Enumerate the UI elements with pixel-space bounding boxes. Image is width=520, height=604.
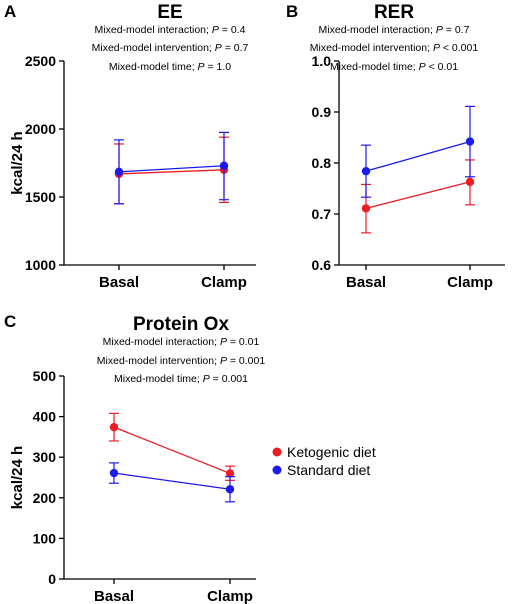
series-line	[113, 472, 231, 490]
x-tick-label: Basal	[94, 588, 134, 604]
legend-marker	[272, 447, 282, 457]
data-point	[361, 204, 371, 213]
y-tick-label: 300	[33, 449, 57, 465]
series-line	[118, 169, 225, 175]
x-tick-label: Clamp	[207, 588, 253, 604]
y-tick-label: 2000	[25, 121, 56, 137]
y-tick-label: 1.0	[312, 53, 332, 69]
data-point	[114, 167, 124, 177]
stat-line: Mixed-model intervention; P = 0.7	[92, 42, 249, 54]
data-point	[219, 161, 229, 170]
stat-line: Mixed-model intervention; P < 0.001	[310, 42, 479, 54]
series-line	[113, 426, 231, 475]
legend: Ketogenic diet Standard diet	[272, 444, 376, 478]
chart-title: Protein Ox	[133, 314, 230, 335]
y-tick-label: 400	[33, 409, 57, 425]
x-tick-label: Basal	[346, 274, 386, 291]
series-ketogenic-diet	[361, 159, 475, 234]
chart-title: EE	[157, 2, 182, 23]
series-ketogenic-diet	[109, 412, 235, 481]
series-standard-diet	[114, 131, 229, 205]
series-line	[118, 165, 225, 173]
panel-letter: A	[4, 2, 16, 21]
y-tick-label: 0	[48, 571, 56, 587]
stat-line: Mixed-model time; P < 0.01	[330, 61, 458, 73]
y-tick-label: 500	[33, 368, 57, 384]
series-standard-diet	[361, 105, 475, 198]
stat-line: Mixed-model interaction; P = 0.7	[319, 24, 470, 36]
y-axis-label: kcal/24 h	[9, 446, 26, 509]
x-tick-label: Clamp	[201, 274, 247, 291]
series-line	[365, 181, 471, 210]
y-tick-label: 0.8	[312, 155, 332, 171]
legend-marker	[272, 465, 282, 475]
data-point	[361, 166, 371, 176]
y-tick-label: 0.6	[312, 257, 332, 273]
stat-line: Mixed-model interaction; P = 0.01	[103, 336, 260, 348]
y-tick-label: 1000	[25, 257, 56, 273]
data-point	[109, 468, 119, 478]
x-tick-label: Basal	[99, 274, 139, 291]
stat-line: Mixed-model time; P = 0.001	[114, 373, 248, 385]
stat-line: Mixed-model time; P = 1.0	[109, 61, 231, 73]
x-tick-label: Clamp	[447, 274, 493, 291]
legend-label: Ketogenic diet	[287, 444, 376, 460]
data-point	[225, 469, 235, 478]
series-standard-diet	[109, 462, 235, 503]
y-tick-label: 2500	[25, 53, 56, 69]
data-point	[225, 485, 235, 494]
data-point	[465, 137, 475, 146]
chart-title: RER	[374, 2, 414, 23]
data-point	[109, 422, 119, 432]
legend-label: Standard diet	[287, 462, 370, 478]
stat-line: Mixed-model intervention; P = 0.001	[97, 355, 266, 367]
y-tick-label: 100	[33, 530, 57, 546]
y-tick-label: 1500	[25, 189, 56, 205]
y-axis-label: kcal/24 h	[9, 131, 26, 194]
series-line	[365, 140, 471, 172]
panel-letter: B	[286, 2, 298, 21]
y-tick-label: 200	[33, 490, 57, 506]
panel-letter: C	[4, 312, 16, 331]
y-tick-label: 0.9	[312, 104, 332, 120]
data-point	[465, 177, 475, 187]
y-tick-label: 0.7	[312, 206, 332, 222]
stat-line: Mixed-model interaction; P = 0.4	[95, 24, 246, 36]
